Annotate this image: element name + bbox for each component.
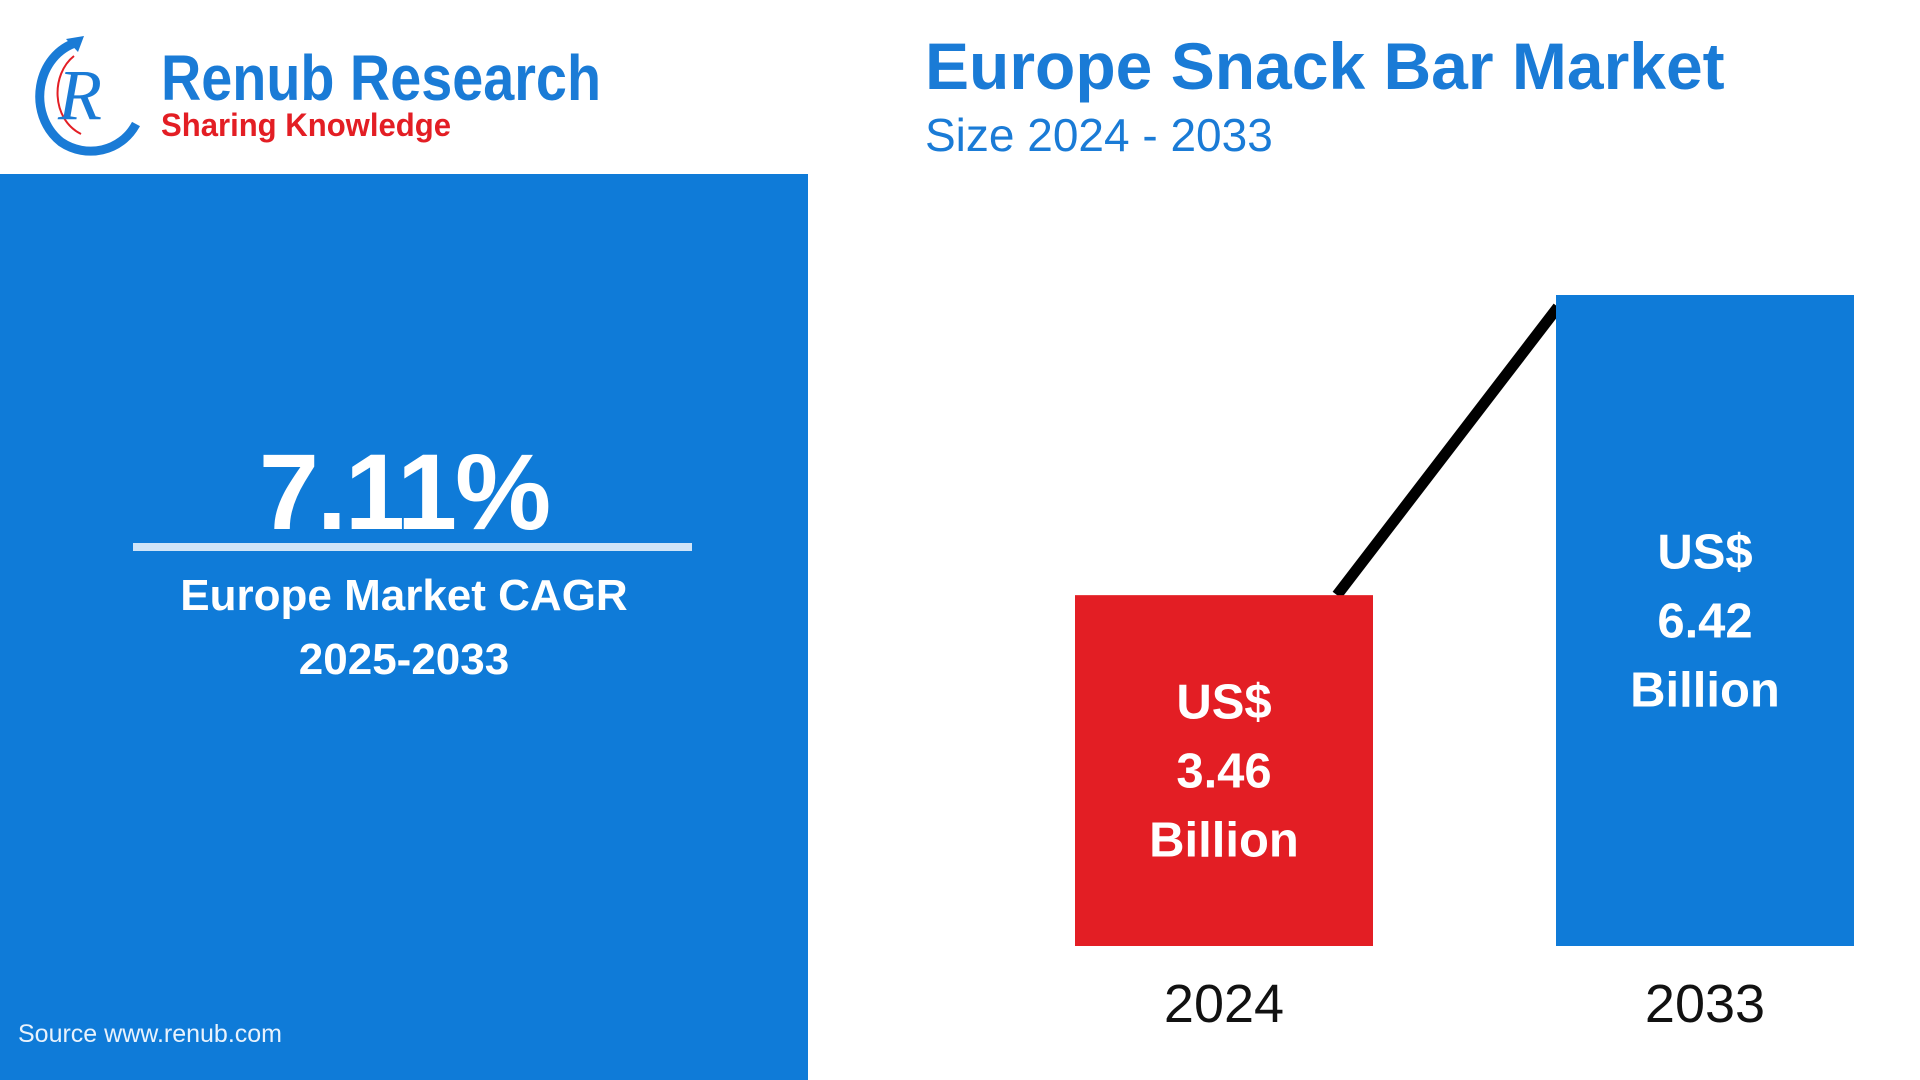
cagr-label: Europe Market CAGR 2025-2033	[0, 564, 808, 692]
data-label: 3.46	[1176, 745, 1271, 799]
cagr-panel: 7.11% Europe Market CAGR 2025-2033 Sourc…	[0, 174, 808, 1080]
chart-title: Europe Snack Bar Market	[925, 29, 1725, 103]
cagr-label-line1: Europe Market CAGR	[180, 571, 628, 620]
data-label: Billion	[1149, 814, 1299, 868]
bar-2033	[1556, 295, 1854, 946]
logo-name: Renub Research	[161, 42, 601, 114]
source-text: Source www.renub.com	[18, 1020, 283, 1048]
logo-tagline: Sharing Knowledge	[161, 107, 451, 143]
trend-line	[1332, 303, 1563, 599]
renub-research-logo: R Renub Research Sharing Knowledge	[26, 34, 626, 159]
cagr-value: 7.11%	[258, 431, 551, 552]
data-label: US$	[1176, 676, 1271, 730]
x-tick-label: 2033	[1645, 974, 1765, 1034]
cagr-label-line2: 2025-2033	[298, 635, 510, 684]
data-label: Billion	[1630, 664, 1780, 718]
x-tick-label: 2024	[1164, 974, 1284, 1034]
data-label: 6.42	[1657, 595, 1752, 649]
chart-subtitle: Size 2024 - 2033	[925, 109, 1273, 161]
svg-text:R: R	[57, 55, 102, 135]
bar-2024	[1075, 595, 1373, 946]
cagr-divider	[133, 543, 692, 551]
data-label: US$	[1657, 526, 1752, 580]
